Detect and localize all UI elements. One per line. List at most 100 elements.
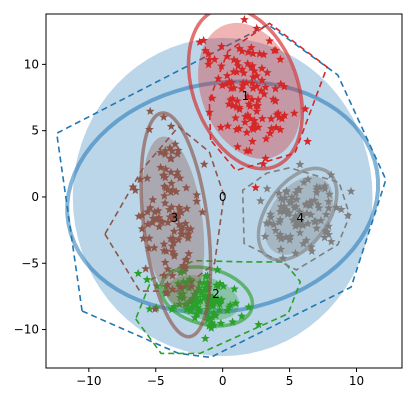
data-point-star bbox=[269, 220, 279, 229]
data-point-star bbox=[145, 106, 155, 115]
data-point-star bbox=[310, 195, 319, 205]
data-point-star bbox=[235, 103, 244, 112]
data-point-star bbox=[160, 146, 170, 155]
data-point-star bbox=[286, 231, 295, 241]
data-point-star bbox=[228, 317, 237, 326]
data-point-star bbox=[265, 218, 274, 227]
data-point-star bbox=[244, 302, 254, 311]
data-point-star bbox=[168, 234, 178, 243]
data-point-star bbox=[336, 204, 346, 214]
data-point-star bbox=[276, 202, 286, 211]
data-point-star bbox=[217, 61, 226, 70]
data-point-star bbox=[278, 195, 288, 204]
data-point-star bbox=[275, 207, 285, 216]
data-point-star bbox=[179, 293, 188, 302]
data-point-star bbox=[312, 223, 321, 233]
data-point-star bbox=[203, 315, 212, 325]
data-point-star bbox=[278, 253, 288, 263]
data-point-star bbox=[217, 295, 226, 304]
data-point-star bbox=[212, 280, 221, 289]
data-point-star bbox=[207, 93, 217, 102]
data-point-star bbox=[148, 218, 157, 227]
data-point-star bbox=[179, 277, 188, 286]
data-point-star bbox=[291, 221, 300, 230]
data-point-star bbox=[210, 54, 219, 64]
data-point-star bbox=[211, 311, 221, 320]
data-point-star bbox=[232, 67, 241, 76]
data-point-star bbox=[235, 44, 244, 53]
data-point-star bbox=[237, 46, 247, 55]
data-point-star bbox=[173, 279, 183, 288]
data-point-star bbox=[177, 230, 187, 239]
data-point-star bbox=[276, 54, 285, 64]
data-point-star bbox=[252, 23, 262, 33]
data-point-star bbox=[233, 142, 242, 151]
data-point-star bbox=[173, 210, 183, 219]
data-point-star bbox=[139, 233, 148, 243]
data-point-star bbox=[167, 146, 177, 155]
data-point-star bbox=[239, 68, 249, 77]
data-point-star bbox=[244, 99, 254, 108]
data-point-star bbox=[175, 282, 185, 291]
data-point-star bbox=[310, 217, 319, 226]
data-point-star bbox=[240, 117, 250, 127]
data-point-star bbox=[266, 212, 276, 221]
cluster-1-ellipse-ring bbox=[186, 14, 305, 171]
data-point-star bbox=[226, 83, 236, 93]
data-point-star bbox=[243, 59, 253, 68]
data-point-star bbox=[275, 215, 285, 224]
data-point-star bbox=[265, 128, 275, 138]
data-point-star bbox=[242, 128, 252, 137]
data-point-star bbox=[163, 185, 173, 194]
data-point-star bbox=[241, 112, 250, 121]
data-point-star bbox=[145, 304, 154, 313]
data-point-star bbox=[256, 86, 266, 95]
data-point-star bbox=[199, 159, 209, 168]
data-point-star bbox=[150, 304, 160, 313]
data-point-star bbox=[346, 186, 356, 196]
data-point-star bbox=[288, 215, 298, 224]
data-point-star bbox=[154, 213, 164, 222]
data-point-star bbox=[271, 84, 280, 93]
data-point-star bbox=[232, 125, 242, 134]
data-point-star bbox=[186, 224, 196, 233]
cluster-1 bbox=[186, 14, 329, 192]
data-point-star bbox=[226, 300, 235, 309]
data-point-star bbox=[258, 159, 268, 168]
data-point-star bbox=[246, 43, 256, 52]
data-point-star bbox=[261, 153, 270, 163]
data-point-star bbox=[324, 203, 333, 212]
data-point-star bbox=[316, 216, 326, 225]
cluster-2-hull bbox=[134, 259, 302, 355]
data-point-star bbox=[160, 191, 169, 200]
data-point-star bbox=[157, 217, 167, 227]
data-point-star bbox=[243, 110, 253, 119]
data-point-star bbox=[280, 110, 289, 120]
data-point-star bbox=[167, 178, 176, 188]
data-point-star bbox=[169, 251, 179, 260]
data-point-star bbox=[219, 281, 228, 290]
cluster-3 bbox=[103, 106, 225, 339]
data-point-star bbox=[320, 184, 330, 193]
data-point-star bbox=[142, 275, 152, 284]
data-point-star bbox=[167, 213, 177, 222]
data-point-star bbox=[171, 187, 181, 196]
data-point-star bbox=[144, 233, 154, 243]
data-point-star bbox=[177, 225, 186, 235]
y-tick-label: 10 bbox=[24, 57, 39, 71]
data-point-star bbox=[261, 82, 270, 91]
data-point-star bbox=[159, 270, 169, 280]
data-point-star bbox=[230, 284, 239, 293]
data-point-star bbox=[144, 243, 154, 252]
data-point-star bbox=[205, 298, 215, 307]
data-point-star bbox=[294, 220, 304, 229]
data-point-star bbox=[198, 207, 207, 216]
data-point-star bbox=[228, 94, 237, 103]
data-point-star bbox=[291, 248, 300, 258]
data-point-star bbox=[163, 264, 173, 273]
data-point-star bbox=[271, 45, 281, 55]
data-point-star bbox=[276, 234, 286, 243]
data-point-star bbox=[293, 185, 303, 194]
y-tick-label: −10 bbox=[14, 323, 39, 337]
data-point-star bbox=[176, 268, 185, 277]
